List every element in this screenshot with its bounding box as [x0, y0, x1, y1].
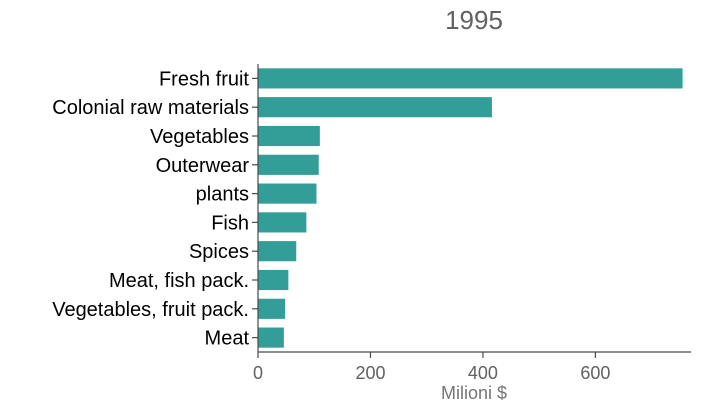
bars-group — [258, 68, 683, 348]
x-tick-label: 0 — [253, 363, 263, 383]
x-axis-title: Milioni $ — [441, 383, 507, 403]
bar — [258, 327, 284, 348]
category-label: Meat, fish pack. — [109, 270, 249, 292]
bar — [258, 269, 289, 291]
category-label: plants — [196, 184, 249, 206]
category-labels: Fresh fruit Colonial raw materials Vegetab… — [52, 68, 258, 350]
x-tick-label: 400 — [468, 363, 498, 383]
category-label: Fish — [211, 212, 249, 234]
bar — [258, 154, 319, 175]
chart-title: 1995 — [445, 5, 503, 35]
category-label: Colonial raw materials — [52, 97, 249, 119]
category-label: Spices — [189, 241, 249, 263]
x-tick-label: 200 — [355, 363, 385, 383]
category-label: Vegetables, fruit pack. — [52, 299, 249, 321]
bar — [258, 97, 492, 118]
bar — [258, 183, 317, 204]
category-label: Meat — [205, 328, 250, 350]
x-axis-ticks: 0 200 400 600 — [253, 352, 610, 383]
bar — [258, 241, 297, 262]
category-label: Outerwear — [156, 155, 250, 177]
bar — [258, 298, 285, 319]
bar — [258, 68, 683, 89]
bar — [258, 125, 320, 147]
bar — [258, 212, 307, 233]
category-label: Fresh fruit — [159, 68, 249, 90]
x-tick-label: 600 — [580, 363, 610, 383]
category-label: Vegetables — [150, 126, 249, 148]
